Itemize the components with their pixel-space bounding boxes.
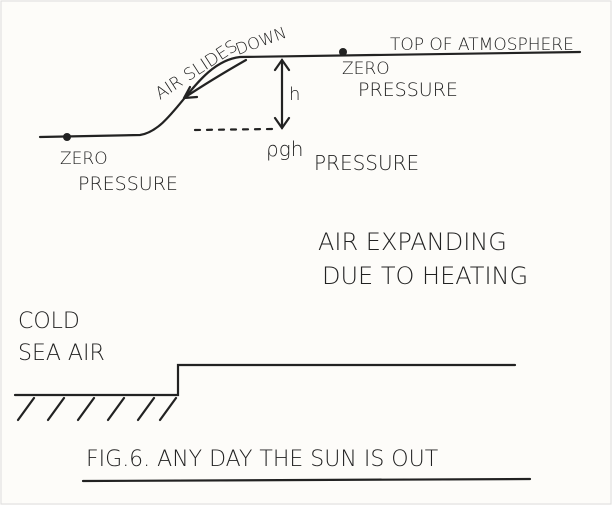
- point-left: [63, 133, 71, 141]
- label: h: [289, 84, 300, 105]
- label: ZERO: [342, 59, 390, 79]
- label: SEA AIR: [18, 341, 105, 366]
- label: PRESSURE: [358, 79, 458, 101]
- arrow-heads: [273, 58, 291, 130]
- ground-line: [13, 363, 517, 397]
- dashed-level: [193, 127, 274, 132]
- label: AIR EXPANDING: [318, 228, 507, 256]
- caption-underline: [81, 477, 532, 483]
- slide-arrow: [182, 58, 248, 100]
- label: ρgh: [266, 137, 303, 161]
- point-right: [339, 48, 347, 56]
- label: PRESSURE: [78, 173, 178, 195]
- label: COLD: [18, 309, 80, 334]
- caption: FIG.6. ANY DAY THE SUN IS OUT: [86, 447, 438, 472]
- label: ZERO: [60, 149, 108, 169]
- label: TOP OF ATMOSPHERE: [390, 35, 574, 55]
- label: DUE TO HEATING: [322, 262, 528, 290]
- label: PRESSURE: [314, 151, 419, 175]
- hatching: [16, 396, 178, 422]
